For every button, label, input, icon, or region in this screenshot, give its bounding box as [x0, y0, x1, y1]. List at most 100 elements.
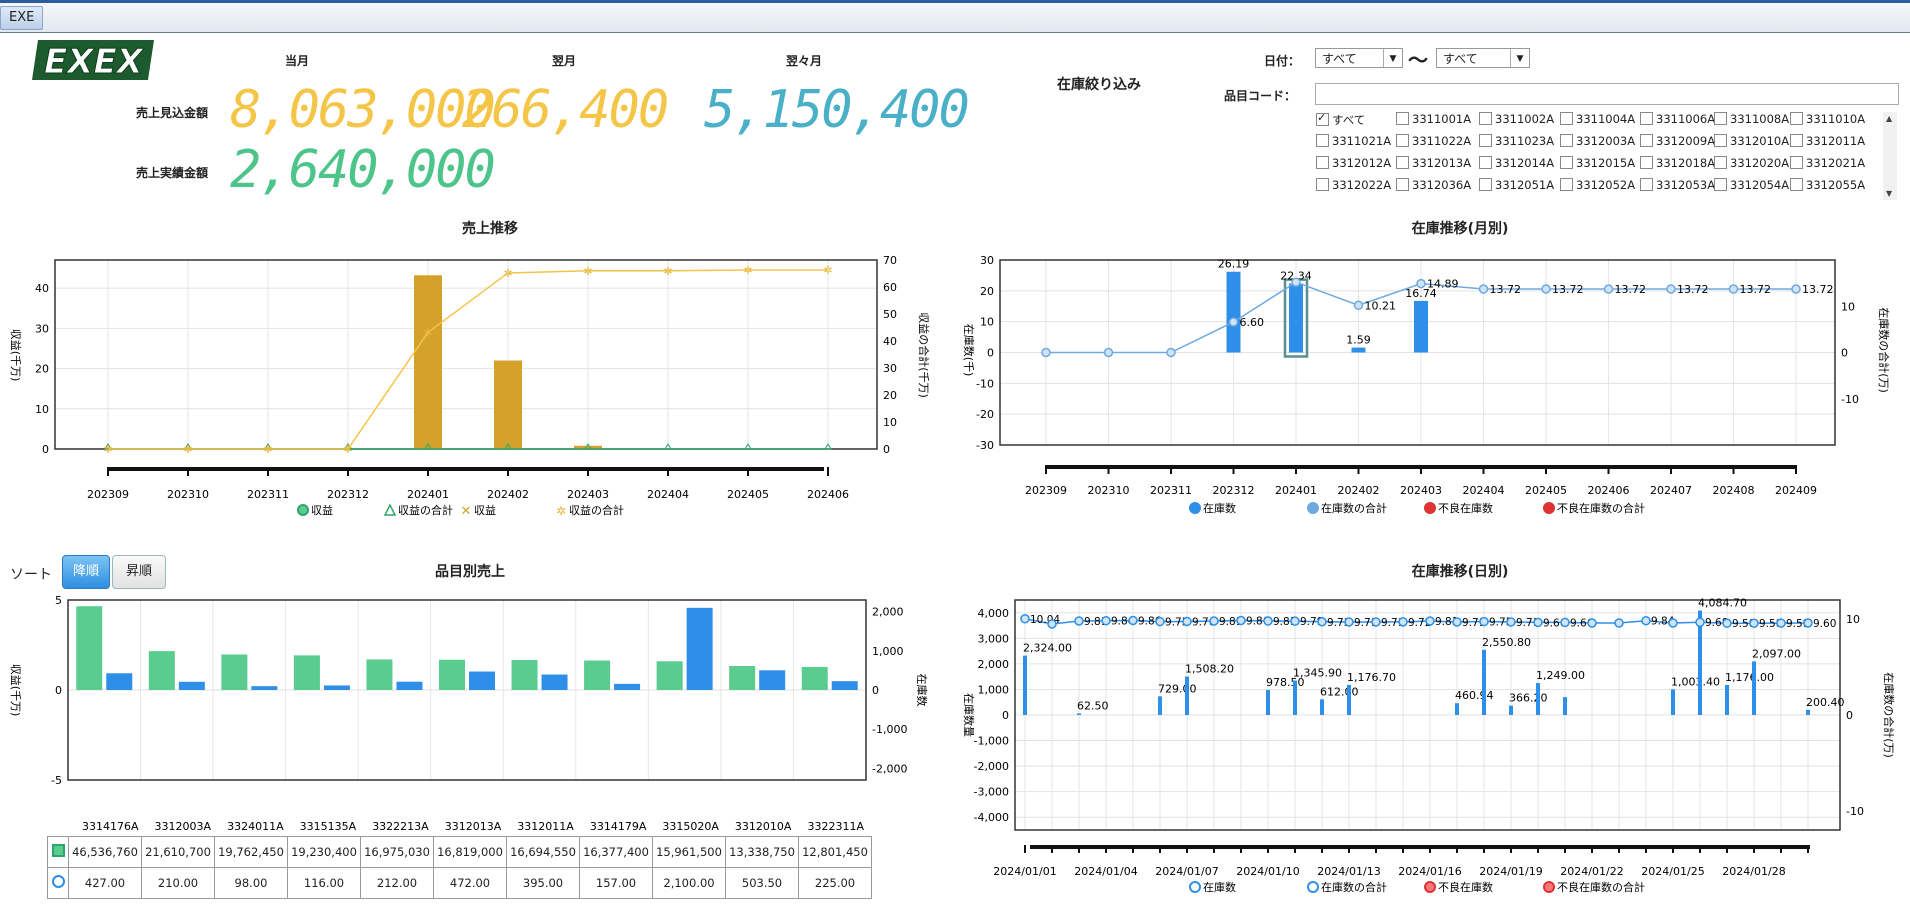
- checkbox-box[interactable]: [1790, 134, 1803, 147]
- checkbox-box[interactable]: [1479, 112, 1492, 125]
- point-label: 9.68: [1705, 617, 1728, 629]
- checkbox-box[interactable]: [1396, 134, 1409, 147]
- x-tick-label: 2024/01/19: [1479, 865, 1542, 878]
- checkbox-box[interactable]: [1560, 134, 1573, 147]
- item-checkbox[interactable]: 3312022A: [1316, 178, 1391, 192]
- y2-tick-label: 60: [883, 281, 897, 294]
- item-checkbox[interactable]: 3312012A: [1316, 156, 1391, 170]
- point-label: 9.73: [1327, 617, 1350, 629]
- item-checkbox[interactable]: 3312052A: [1560, 178, 1635, 192]
- y2-tick-label: 0: [1846, 709, 1853, 722]
- checkbox-box[interactable]: [1640, 112, 1653, 125]
- point-daily-total: [1614, 618, 1624, 628]
- point-daily-total: [1317, 617, 1327, 627]
- item-checkbox[interactable]: 3312054A: [1714, 178, 1789, 192]
- bar-item-stock: [541, 674, 568, 690]
- checkbox-box[interactable]: [1790, 156, 1803, 169]
- item-checkbox[interactable]: 3312036A: [1396, 178, 1471, 192]
- checkbox-box[interactable]: [1479, 134, 1492, 147]
- checkbox-box[interactable]: [1560, 156, 1573, 169]
- item-checkbox[interactable]: 3312055A: [1790, 178, 1865, 192]
- checkbox-box[interactable]: [1396, 156, 1409, 169]
- item-code-input[interactable]: [1315, 83, 1899, 105]
- item-checkbox[interactable]: 3312015A: [1560, 156, 1635, 170]
- item-checkbox[interactable]: 3312013A: [1396, 156, 1471, 170]
- point-revenue-total: ✲: [663, 265, 672, 278]
- item-checkbox[interactable]: 3311022A: [1396, 134, 1471, 148]
- date-to-select[interactable]: すべて ▼: [1436, 48, 1530, 68]
- checkbox-box[interactable]: [1316, 134, 1329, 147]
- item-sales-chart: -5 0 5 -2,000 -1,000 0 1,000 2,000 収益(千万) 在庫数 3314…: [9, 594, 929, 833]
- checkbox-box[interactable]: [1316, 178, 1329, 191]
- x-tick-label: 3312003A: [155, 820, 212, 833]
- item-checkbox[interactable]: 3312018A: [1640, 156, 1715, 170]
- checkbox-box[interactable]: [1714, 112, 1727, 125]
- item-checkbox[interactable]: すべて: [1316, 111, 1365, 128]
- bar-daily-stock: [1563, 697, 1567, 715]
- checkbox-box[interactable]: [1316, 111, 1329, 126]
- item-checkbox[interactable]: 3311021A: [1316, 134, 1391, 148]
- svg-text:EXEX: EXEX: [44, 42, 145, 82]
- item-checkbox[interactable]: 3311023A: [1479, 134, 1554, 148]
- point-label: 6.60: [1240, 316, 1265, 329]
- checkbox-box[interactable]: [1396, 112, 1409, 125]
- sales-legend-cell: [47, 836, 69, 868]
- checkbox-box[interactable]: [1396, 178, 1409, 191]
- item-checkbox[interactable]: 3312010A: [1714, 134, 1789, 148]
- item-checkbox[interactable]: 3312009A: [1640, 134, 1715, 148]
- checkbox-label: 3312051A: [1495, 178, 1555, 192]
- y2-tick-label: 40: [883, 335, 897, 348]
- y-tick-label: 40: [35, 282, 49, 295]
- item-checkbox[interactable]: 3312014A: [1479, 156, 1554, 170]
- table-cell: 210.00: [141, 867, 215, 899]
- point-daily-total: [1749, 618, 1759, 628]
- checkbox-box[interactable]: [1790, 178, 1803, 191]
- checkbox-box[interactable]: [1714, 156, 1727, 169]
- item-checkbox[interactable]: 3311001A: [1396, 112, 1471, 126]
- app-tab[interactable]: EXE: [0, 6, 44, 30]
- bar-label: 2,324.00: [1023, 642, 1072, 655]
- bar-item-stock: [106, 673, 133, 690]
- item-checkbox[interactable]: 3311010A: [1790, 112, 1865, 126]
- date-from-select[interactable]: すべて ▼: [1315, 48, 1403, 68]
- legend-label: 在庫数の合計: [1321, 880, 1387, 894]
- bar-daily-stock: [1347, 684, 1351, 715]
- y-tick-label: 20: [35, 363, 49, 376]
- checkbox-box[interactable]: [1790, 112, 1803, 125]
- checkbox-box[interactable]: [1714, 178, 1727, 191]
- checkbox-box[interactable]: [1316, 156, 1329, 169]
- item-checkbox[interactable]: 3311004A: [1560, 112, 1635, 126]
- sort-asc-button[interactable]: 昇順: [112, 555, 166, 589]
- checkbox-box[interactable]: [1479, 156, 1492, 169]
- checkbox-label: 3312020A: [1730, 156, 1790, 170]
- y2-axis-title: 在庫数の合計(万): [1877, 307, 1891, 393]
- item-checkbox[interactable]: 3312020A: [1714, 156, 1789, 170]
- item-checkbox[interactable]: 3312021A: [1790, 156, 1865, 170]
- bar-label: 4,084.70: [1698, 597, 1747, 610]
- legend-label: 不良在庫数の合計: [1557, 880, 1645, 894]
- item-checkbox[interactable]: 3311006A: [1640, 112, 1715, 126]
- item-checkbox[interactable]: 3311002A: [1479, 112, 1554, 126]
- checkbox-box[interactable]: [1479, 178, 1492, 191]
- checkbox-box[interactable]: [1714, 134, 1727, 147]
- checkbox-box[interactable]: [1560, 178, 1573, 191]
- checkbox-box[interactable]: [1640, 156, 1653, 169]
- checkbox-label: 3312015A: [1576, 156, 1636, 170]
- item-checkbox[interactable]: 3312011A: [1790, 134, 1865, 148]
- legend-label: 収益の合計: [398, 503, 453, 517]
- x-tick-label: 2024/01/04: [1074, 865, 1137, 878]
- bar-item-revenue: [439, 659, 465, 690]
- checkbox-box[interactable]: [1560, 112, 1573, 125]
- checkbox-box[interactable]: [1640, 134, 1653, 147]
- sales-chart-title: 売上推移: [462, 221, 518, 237]
- item-checkbox[interactable]: 3312053A: [1640, 178, 1715, 192]
- checkbox-box[interactable]: [1640, 178, 1653, 191]
- item-checkbox[interactable]: 3312051A: [1479, 178, 1554, 192]
- checkbox-list-scrollbar[interactable]: ▲ ▼: [1883, 112, 1897, 200]
- item-checkbox[interactable]: 3312003A: [1560, 134, 1635, 148]
- item-checkbox[interactable]: 3311008A: [1714, 112, 1789, 126]
- legend-label: 収益の合計: [569, 503, 624, 517]
- item-sales-table: 46,536,760 21,610,700 19,762,450 19,230,400…: [47, 836, 872, 899]
- sort-desc-button[interactable]: 降順: [62, 555, 110, 589]
- x-tick-label: 202407: [1650, 484, 1692, 497]
